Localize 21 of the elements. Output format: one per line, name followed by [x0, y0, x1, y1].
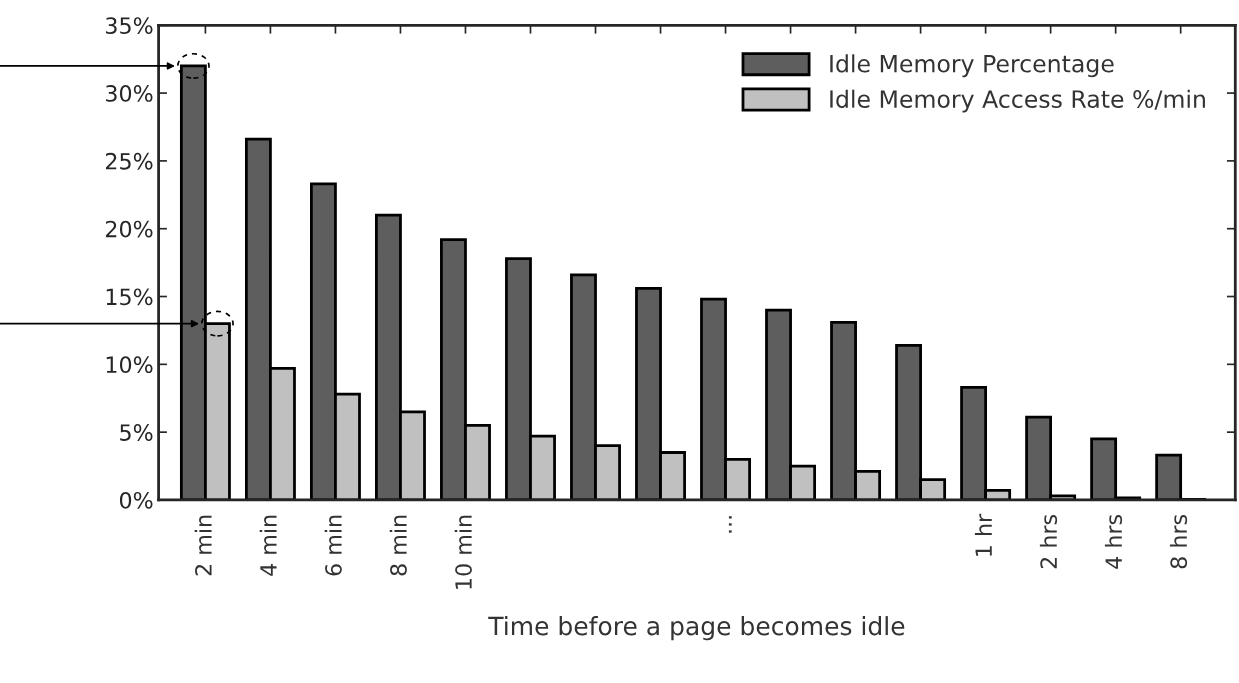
- y-tick-label: 35%: [106, 17, 153, 35]
- y-tick-label: 20%: [105, 220, 153, 238]
- y-tick-label: 0%: [119, 491, 153, 509]
- x-tick-label: 4 hrs: [1104, 514, 1123, 569]
- x-tick-label: 8 hrs: [1169, 514, 1188, 569]
- legend-label: Idle Memory Percentage: [830, 54, 1114, 78]
- x-tick-label: 10 min: [454, 515, 472, 589]
- x-tick-label: 8 min: [389, 515, 407, 576]
- x-tick-label: 2 hrs: [1039, 514, 1058, 569]
- y-tick-label: 15%: [106, 288, 153, 306]
- y-tick-label: 25%: [105, 152, 153, 170]
- x-tick-label: 1 hr: [974, 513, 992, 556]
- y-tick-label: 10%: [106, 356, 153, 374]
- y-tick-label: 5%: [120, 424, 153, 441]
- legend-label: Idle Memory Access Rate %/min: [830, 89, 1205, 113]
- x-tick-label: ...: [728, 516, 732, 533]
- x-tick-label: 6 min: [324, 515, 342, 576]
- x-axis-title: Time before a page becomes idle: [488, 616, 905, 641]
- x-tick-label: 2 min: [194, 515, 212, 576]
- x-tick-label: 4 min: [259, 515, 277, 576]
- y-tick-label: 30%: [106, 85, 153, 102]
